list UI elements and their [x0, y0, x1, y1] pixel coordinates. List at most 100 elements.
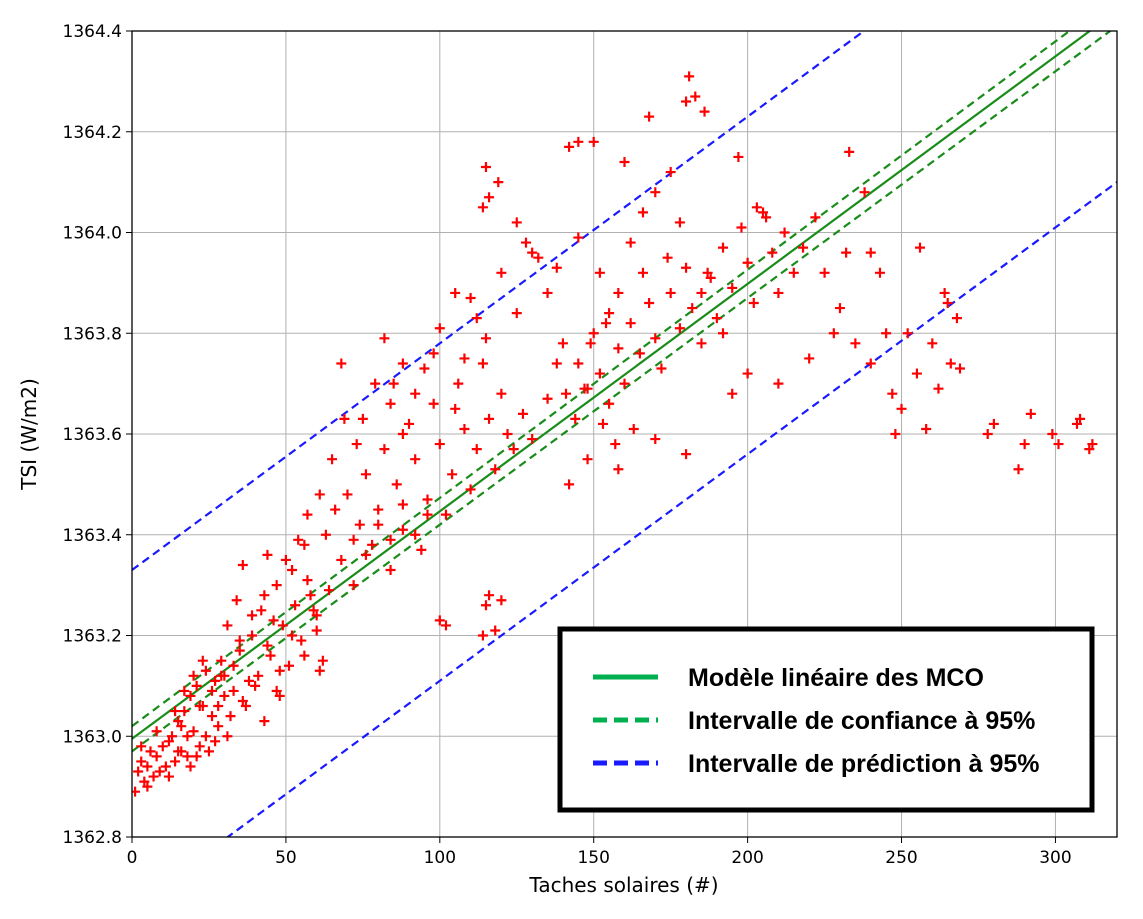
- data-point: [496, 388, 507, 399]
- data-point: [247, 630, 258, 641]
- data-point: [496, 595, 507, 606]
- data-point: [681, 449, 692, 460]
- x-tick-label: 300: [1039, 848, 1071, 868]
- data-point: [637, 267, 648, 278]
- data-point: [665, 167, 676, 178]
- data-point: [243, 675, 254, 686]
- data-point: [280, 554, 291, 565]
- data-point: [788, 267, 799, 278]
- data-point: [357, 413, 368, 424]
- data-point: [517, 408, 528, 419]
- data-point: [287, 565, 298, 576]
- data-point: [287, 630, 298, 641]
- data-point: [434, 439, 445, 450]
- data-point: [222, 731, 233, 742]
- data-point: [324, 585, 334, 596]
- data-point: [197, 655, 208, 666]
- data-point: [527, 434, 538, 445]
- data-point: [601, 318, 612, 329]
- data-point: [484, 192, 495, 203]
- data-point: [511, 217, 522, 228]
- data-point: [502, 429, 513, 439]
- data-point: [234, 635, 245, 646]
- data-point: [397, 358, 408, 369]
- data-point: [422, 494, 433, 505]
- data-point: [1071, 418, 1082, 429]
- data-point: [841, 247, 852, 258]
- data-point: [410, 454, 421, 465]
- data-point: [955, 363, 966, 374]
- data-point: [237, 695, 248, 706]
- x-axis-ticks: 0 50 100 150 200 250 300: [127, 837, 1072, 868]
- data-point: [610, 439, 621, 450]
- data-point: [761, 212, 772, 223]
- data-point: [154, 766, 165, 777]
- data-point: [939, 287, 950, 298]
- data-point: [477, 202, 488, 213]
- data-point: [447, 469, 458, 480]
- y-tick-label: 1364.2: [63, 123, 122, 143]
- data-point: [865, 247, 876, 258]
- data-point: [493, 177, 504, 188]
- data-point: [385, 398, 396, 409]
- data-point: [650, 434, 661, 445]
- data-point: [327, 454, 338, 465]
- data-point: [751, 202, 762, 213]
- data-point: [428, 398, 439, 409]
- data-point: [718, 328, 728, 339]
- data-point: [625, 237, 636, 248]
- data-point: [902, 328, 913, 339]
- data-point: [533, 252, 544, 263]
- data-point: [588, 136, 599, 147]
- data-point: [915, 242, 925, 253]
- data-point: [228, 660, 239, 671]
- data-point: [684, 71, 695, 82]
- data-point: [283, 660, 294, 671]
- data-point: [305, 590, 316, 601]
- data-point: [151, 726, 162, 737]
- data-point: [354, 519, 365, 530]
- data-point: [594, 368, 605, 379]
- data-point: [773, 378, 784, 389]
- data-point: [213, 701, 224, 712]
- data-point: [542, 393, 553, 404]
- data-point: [440, 620, 451, 631]
- data-point: [585, 338, 596, 349]
- data-point: [625, 318, 636, 329]
- data-point: [336, 554, 347, 565]
- data-point: [188, 726, 199, 737]
- data-point: [185, 761, 196, 772]
- data-point: [434, 615, 445, 626]
- data-point: [613, 464, 624, 475]
- data-point: [200, 731, 211, 742]
- data-point: [259, 590, 270, 601]
- x-tick-label: 200: [731, 848, 763, 868]
- data-point: [490, 464, 501, 475]
- series-lines: [132, 31, 1117, 837]
- data-point: [145, 746, 156, 757]
- data-point: [176, 721, 187, 732]
- data-point: [942, 298, 953, 309]
- data-point: [890, 429, 901, 439]
- data-point: [240, 701, 251, 712]
- data-point: [308, 605, 319, 616]
- data-point: [561, 388, 572, 399]
- data-point: [690, 91, 701, 102]
- data-point: [419, 363, 430, 374]
- data-point: [699, 106, 710, 117]
- data-point: [348, 580, 359, 591]
- data-point: [881, 328, 892, 339]
- data-point: [194, 741, 205, 752]
- data-point: [804, 353, 815, 364]
- data-point: [718, 242, 728, 253]
- data-point: [564, 141, 575, 152]
- data-point: [844, 146, 855, 157]
- data-point: [702, 267, 713, 278]
- data-point: [188, 670, 199, 681]
- data-point: [736, 222, 747, 233]
- data-point: [219, 690, 230, 701]
- legend: Modèle linéaire des MCO Intervalle de con…: [557, 626, 1095, 813]
- data-point: [604, 398, 615, 409]
- data-point: [311, 610, 322, 621]
